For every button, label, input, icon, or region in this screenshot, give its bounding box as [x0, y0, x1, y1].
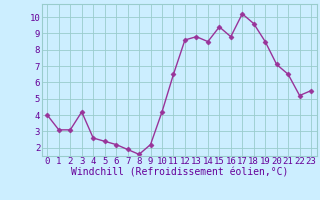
X-axis label: Windchill (Refroidissement éolien,°C): Windchill (Refroidissement éolien,°C): [70, 168, 288, 178]
